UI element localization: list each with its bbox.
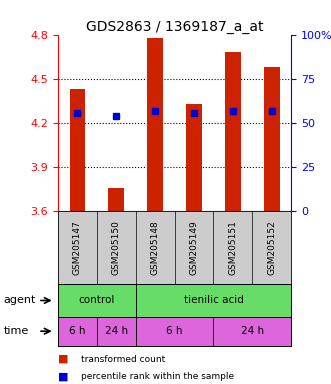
Text: ■: ■: [58, 371, 69, 381]
Text: transformed count: transformed count: [81, 354, 166, 364]
Text: tienilic acid: tienilic acid: [184, 295, 243, 306]
Text: GSM205147: GSM205147: [73, 220, 82, 275]
Bar: [186, 104, 202, 211]
Text: time: time: [3, 326, 28, 336]
Bar: [136, 317, 213, 346]
Text: GSM205150: GSM205150: [112, 220, 121, 275]
Bar: [225, 52, 241, 211]
Bar: [70, 89, 85, 211]
Bar: [264, 67, 280, 211]
Bar: [58, 284, 136, 317]
Text: 24 h: 24 h: [241, 326, 264, 336]
Text: GSM205149: GSM205149: [190, 220, 199, 275]
Text: GSM205152: GSM205152: [267, 220, 276, 275]
Text: ■: ■: [58, 354, 69, 364]
Bar: [136, 284, 291, 317]
Text: 6 h: 6 h: [69, 326, 86, 336]
Bar: [147, 38, 163, 211]
Bar: [109, 188, 124, 211]
Bar: [58, 317, 97, 346]
Title: GDS2863 / 1369187_a_at: GDS2863 / 1369187_a_at: [86, 20, 263, 33]
Text: 24 h: 24 h: [105, 326, 128, 336]
Bar: [213, 317, 291, 346]
Bar: [97, 317, 136, 346]
Text: GSM205148: GSM205148: [151, 220, 160, 275]
Text: 6 h: 6 h: [166, 326, 183, 336]
Text: control: control: [79, 295, 115, 306]
Text: percentile rank within the sample: percentile rank within the sample: [81, 372, 234, 381]
Text: agent: agent: [3, 295, 36, 306]
Text: GSM205151: GSM205151: [228, 220, 237, 275]
